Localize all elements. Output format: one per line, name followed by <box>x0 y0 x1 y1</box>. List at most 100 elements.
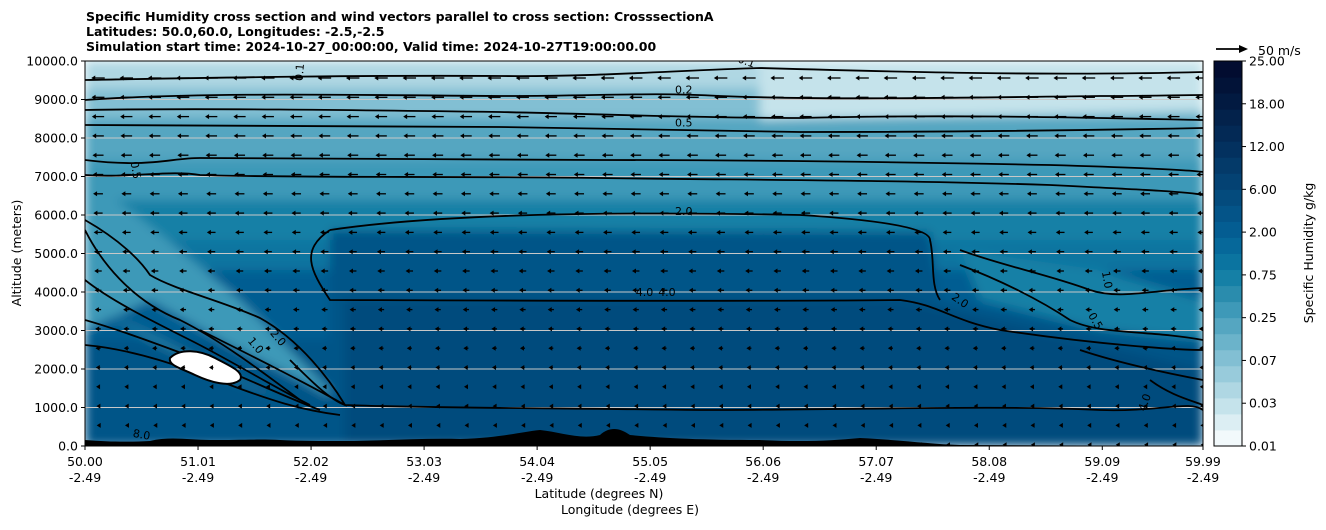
wind-vector <box>1200 423 1203 428</box>
wind-vector <box>261 94 275 100</box>
wind-vector <box>830 307 837 313</box>
wind-vector <box>715 172 726 177</box>
colorbar-segment <box>1214 221 1242 238</box>
wind-vector <box>1113 268 1121 274</box>
contour-label: 2.0 <box>675 205 693 218</box>
wind-vector <box>235 249 244 255</box>
wind-vector <box>434 307 441 313</box>
wind-vector <box>945 384 950 390</box>
wind-vector <box>687 191 698 197</box>
x-tick-label-lat: 56.06 <box>745 454 781 469</box>
wind-vector <box>319 191 330 197</box>
wind-vector <box>859 345 865 351</box>
wind-vector <box>999 249 1008 255</box>
wind-vector <box>375 172 387 177</box>
wind-vector <box>177 191 188 197</box>
wind-vector <box>1028 287 1036 293</box>
wind-vector <box>208 326 215 332</box>
wind-vector <box>996 75 1011 81</box>
wind-vector <box>1112 229 1122 235</box>
wind-vector <box>1082 114 1095 120</box>
wind-vector <box>573 152 585 158</box>
wind-vector <box>718 384 723 390</box>
wind-vector <box>516 133 529 139</box>
wind-vector <box>1083 191 1094 197</box>
wind-vector <box>1000 307 1007 313</box>
wind-vector <box>941 133 953 139</box>
wind-vector <box>971 268 980 274</box>
wind-vector <box>351 422 356 428</box>
wind-vector <box>232 75 247 81</box>
contour-label: 0.2 <box>675 84 693 97</box>
wind-vector <box>801 268 810 274</box>
wind-vector <box>1139 172 1151 177</box>
wind-vector <box>997 114 1010 120</box>
wind-vector <box>689 307 696 313</box>
wind-vector <box>997 94 1011 100</box>
wind-vector <box>916 365 921 370</box>
wind-vector <box>461 210 471 216</box>
wind-vector <box>237 403 242 409</box>
wind-vector <box>490 249 499 255</box>
wind-vector <box>520 403 525 409</box>
wind-vector <box>431 133 444 139</box>
wind-vector <box>292 249 301 255</box>
wind-vector <box>207 268 215 274</box>
wind-vector <box>1115 403 1120 409</box>
wind-vector <box>436 422 441 428</box>
colorbar-segment <box>1214 253 1242 271</box>
wind-vector <box>888 384 893 390</box>
wind-vector <box>319 210 330 216</box>
wind-vector <box>546 229 556 235</box>
colorbar-label: Specific Humidity g/kg <box>1301 183 1316 324</box>
wind-vector <box>942 249 952 255</box>
wind-vector <box>521 422 526 428</box>
wind-vector <box>944 345 950 351</box>
wind-vector <box>1001 345 1007 351</box>
wind-vector <box>573 133 585 139</box>
wind-vector <box>999 268 1008 274</box>
wind-vector <box>885 210 896 216</box>
wind-vector <box>1171 365 1176 370</box>
wind-vector <box>973 384 978 390</box>
wind-vector <box>209 403 214 409</box>
wind-vector <box>432 191 443 197</box>
wind-vector <box>322 365 327 370</box>
wind-vector <box>544 94 558 100</box>
wind-vector <box>547 268 555 274</box>
wind-vector <box>1143 422 1148 428</box>
wind-vector <box>690 384 695 390</box>
wind-vector <box>1027 249 1036 255</box>
wind-vector <box>124 422 129 428</box>
wind-vector <box>262 152 274 158</box>
wind-vector <box>606 422 611 428</box>
wind-vector <box>887 326 894 332</box>
wind-vector <box>318 133 331 139</box>
wind-vector <box>911 75 926 81</box>
grid-lines <box>85 99 1203 408</box>
wind-vector <box>1195 133 1203 139</box>
humidity-contour <box>85 172 1203 196</box>
wind-vector <box>517 210 528 216</box>
wind-vector <box>351 403 356 409</box>
wind-vector <box>348 229 358 235</box>
wind-vector <box>150 268 159 274</box>
wind-vector <box>463 326 469 332</box>
wind-vector <box>262 191 273 197</box>
wind-vector <box>658 133 670 139</box>
colorbar-segment <box>1214 429 1242 447</box>
chart-title-line-3: Simulation start time: 2024-10-27_00:00:… <box>86 39 656 55</box>
wind-vector <box>1026 191 1037 197</box>
wind-vector <box>859 326 865 332</box>
wind-vector <box>690 365 695 370</box>
wind-vector <box>1138 114 1152 120</box>
wind-vector <box>1001 403 1006 409</box>
wind-vector <box>886 287 894 293</box>
wind-vector <box>830 287 838 293</box>
wind-vector <box>120 133 133 139</box>
wind-vector <box>179 307 187 313</box>
wind-vector <box>912 114 925 120</box>
wind-vector <box>152 403 157 409</box>
wind-vector <box>459 75 473 81</box>
wind-vector <box>289 94 303 100</box>
